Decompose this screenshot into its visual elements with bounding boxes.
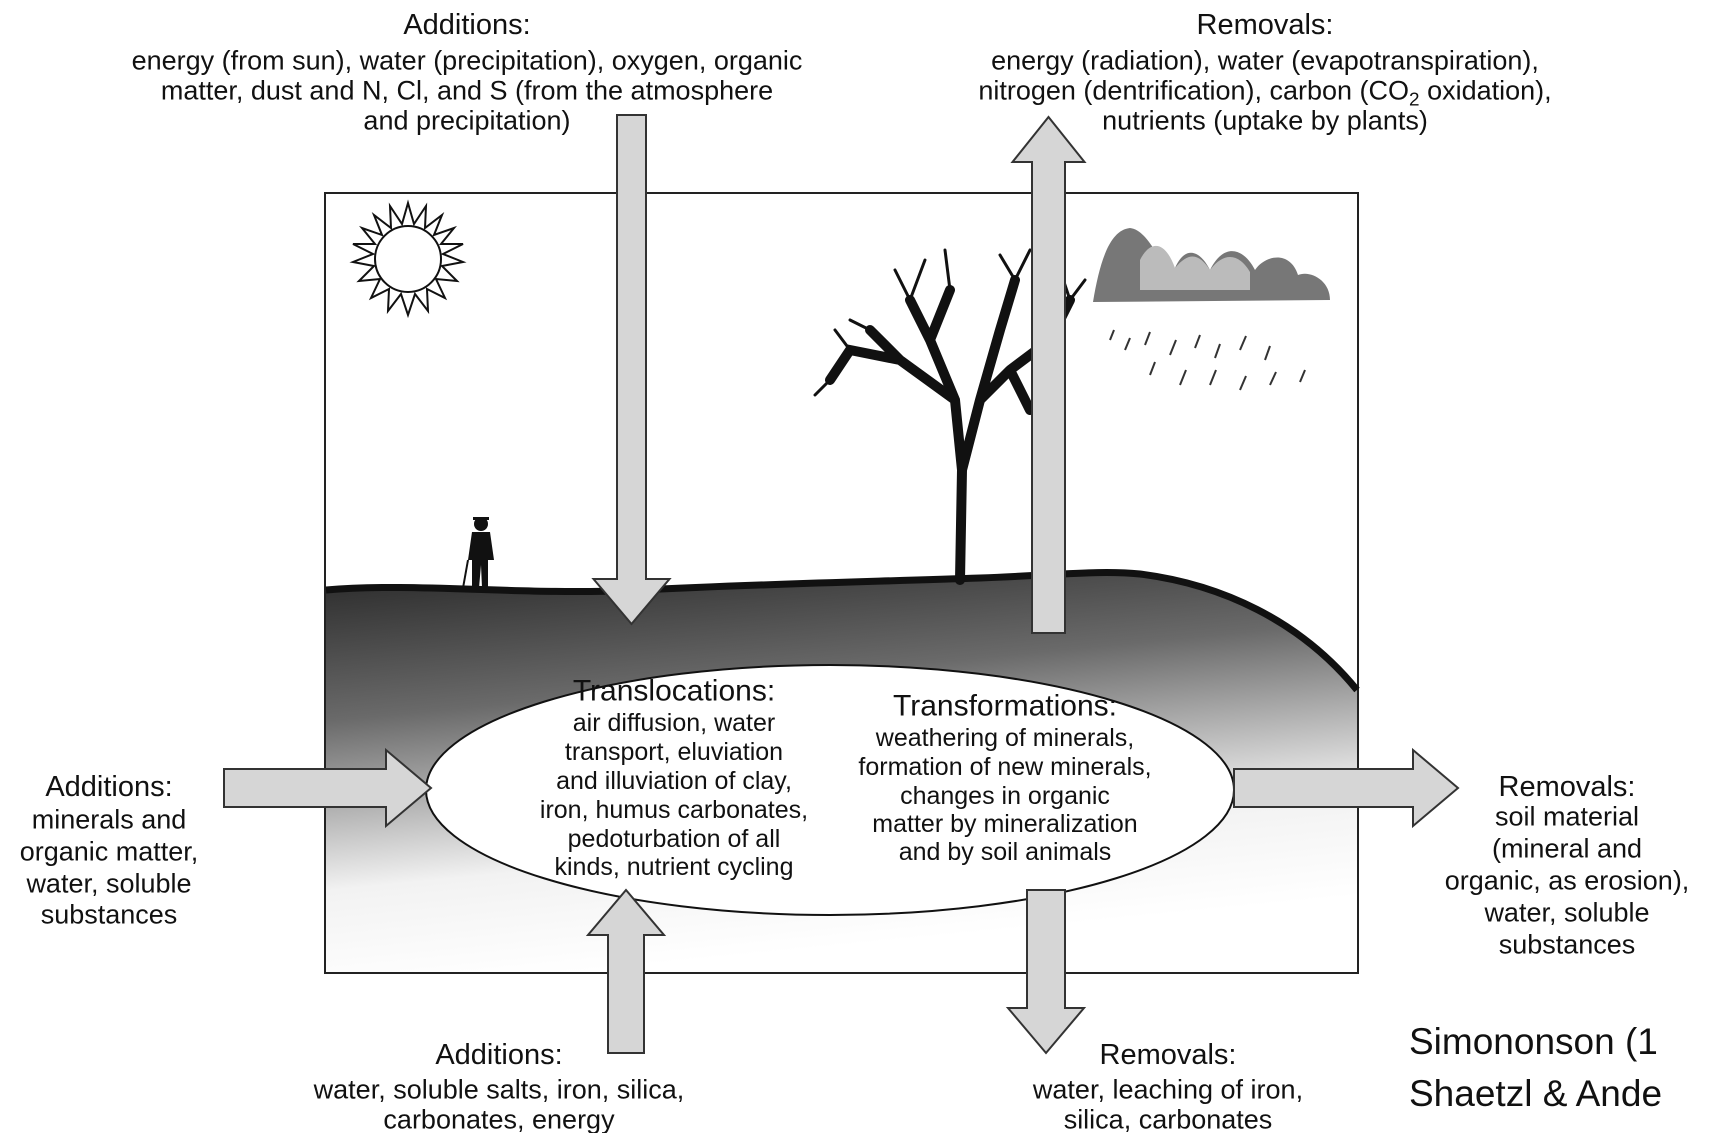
- block-line: water, soluble: [25, 868, 191, 898]
- block-line: and illuviation of clay,: [556, 767, 792, 795]
- line-part: oxidation),: [1420, 75, 1552, 105]
- line-part: nitrogen (dentrification), carbon (CO: [978, 75, 1409, 105]
- block-title: Additions:: [45, 771, 172, 803]
- block-line: water, soluble salts, iron, silica,: [313, 1074, 685, 1104]
- block-line: energy (from sun), water (precipitation)…: [132, 45, 803, 75]
- block-line: carbonates, energy: [383, 1104, 615, 1133]
- block-line: matter by mineralization: [872, 810, 1137, 838]
- block-title: Removals:: [1499, 771, 1636, 803]
- block-line: and precipitation): [363, 105, 570, 135]
- block-title: Removals:: [1100, 1039, 1237, 1071]
- block-line: matter, dust and N, Cl, and S (from the …: [161, 75, 773, 105]
- block-line: organic, as erosion),: [1445, 865, 1690, 895]
- block-title: Translocations:: [573, 675, 775, 708]
- block-line: iron, humus carbonates,: [540, 796, 808, 824]
- block-line: pedoturbation of all: [568, 825, 781, 853]
- block-line: and by soil animals: [899, 838, 1112, 866]
- block-line: water, soluble: [1483, 897, 1649, 927]
- block-line: minerals and: [32, 804, 187, 834]
- block-line: soil material: [1495, 801, 1639, 831]
- block-line: substances: [41, 899, 178, 929]
- block-line: weathering of minerals,: [875, 724, 1134, 752]
- page: { "top_additions": {"title": "Additions:…: [0, 0, 1712, 1133]
- block-line: organic matter,: [20, 836, 199, 866]
- block-title: Additions:: [435, 1039, 562, 1071]
- block-title: Transformations:: [893, 690, 1117, 723]
- block-line: changes in organic: [900, 782, 1110, 810]
- block-line: kinds, nutrient cycling: [554, 853, 793, 881]
- block-line: air diffusion, water: [573, 709, 775, 737]
- citation: Simononson (1: [1409, 1021, 1658, 1062]
- block-line: energy (radiation), water (evapotranspir…: [991, 45, 1539, 75]
- block-line: (mineral and: [1492, 833, 1642, 863]
- block-line: nutrients (uptake by plants): [1102, 105, 1428, 135]
- block-title: Removals:: [1197, 9, 1334, 41]
- citation: Shaetzl & Ande: [1409, 1073, 1662, 1114]
- block-line: formation of new minerals,: [858, 753, 1151, 781]
- block-line: silica, carbonates: [1064, 1104, 1273, 1133]
- block-line: substances: [1499, 929, 1636, 959]
- block-line: water, leaching of iron,: [1032, 1074, 1303, 1104]
- block-title: Additions:: [403, 9, 530, 41]
- diagram: Additions: energy (from sun), water (prec…: [0, 0, 1712, 1133]
- block-line: transport, eluviation: [565, 738, 783, 766]
